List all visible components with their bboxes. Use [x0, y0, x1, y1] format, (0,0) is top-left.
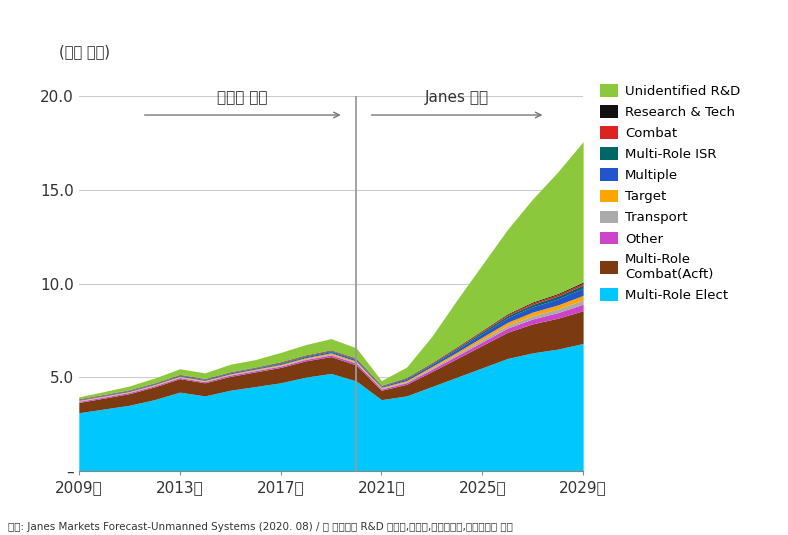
Text: Janes 예측: Janes 예측 — [425, 90, 489, 105]
Legend: Unidentified R&D, Research & Tech, Combat, Multi-Role ISR, Multiple, Target, Tra: Unidentified R&D, Research & Tech, Comba… — [600, 84, 740, 302]
Text: 출첸: Janes Markets Forecast-Unmanned Systems (2020. 08) / 총 금액에는 R&D 투자액,제작비,운영유지: 출첸: Janes Markets Forecast-Unmanned Syst… — [8, 522, 513, 532]
Text: 조사된 현황: 조사된 현황 — [217, 90, 268, 105]
Text: (십억 달러): (십억 달러) — [58, 44, 110, 59]
